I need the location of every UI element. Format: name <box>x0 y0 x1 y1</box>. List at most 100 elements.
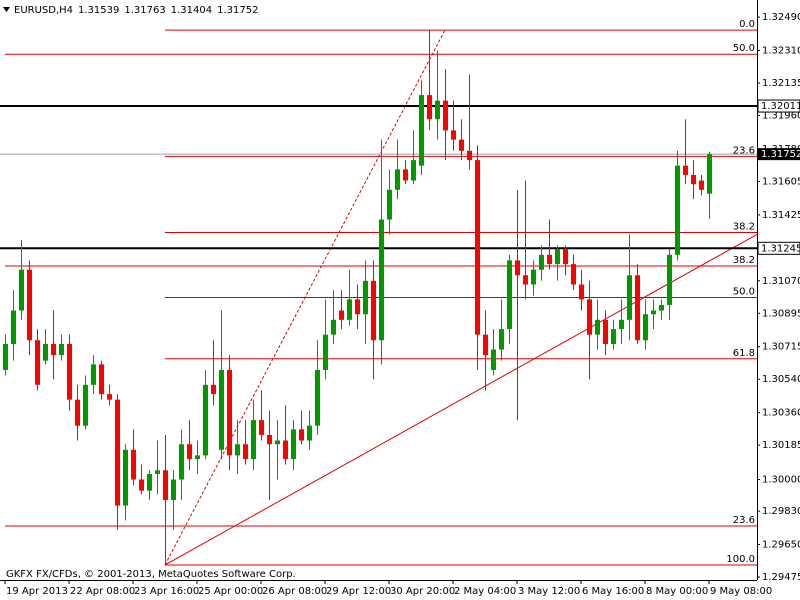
candle-body <box>683 165 688 175</box>
candle-body <box>579 284 584 300</box>
x-tick-label: 29 Apr 12:00 <box>326 586 391 597</box>
candle-body <box>187 444 192 460</box>
y-tick-label: 1.30000 <box>762 475 800 486</box>
candle-body <box>651 310 656 315</box>
candle-body <box>347 299 352 320</box>
candle-body <box>387 189 392 220</box>
fibo-label: 38.2 <box>733 255 755 266</box>
candle-body <box>547 254 552 265</box>
candle-body <box>291 429 296 460</box>
candle-body <box>411 160 416 181</box>
y-tick-label: 1.31605 <box>762 176 800 187</box>
y-tick-label: 1.30360 <box>762 408 800 419</box>
bid-box-label: 1.31752 <box>761 149 800 160</box>
candle-body <box>155 470 160 474</box>
price-box <box>757 241 800 255</box>
candle-body <box>707 154 712 194</box>
candle-body <box>675 165 680 255</box>
price-box <box>757 99 800 113</box>
candle-body <box>283 440 288 460</box>
candle-body <box>27 269 32 341</box>
candle-body <box>115 399 120 506</box>
candle-body <box>75 399 80 426</box>
candle-body <box>299 429 304 441</box>
candle-body <box>307 425 312 441</box>
candle-body <box>491 349 496 370</box>
candle-body <box>11 310 16 344</box>
candle-body <box>275 440 280 445</box>
x-tick-label: 3 May 12:00 <box>518 586 580 597</box>
candle-body <box>323 334 328 370</box>
candle-body <box>659 304 664 311</box>
y-tick-label: 1.30715 <box>762 342 800 353</box>
candle-body <box>107 394 112 400</box>
candle-body <box>43 343 48 361</box>
header-close: 1.31752 <box>217 5 258 16</box>
candle-body <box>259 420 264 435</box>
candle-body <box>443 100 448 131</box>
candle-body <box>83 384 88 426</box>
fibo-label: 0.0 <box>739 19 755 30</box>
x-tick-label: 26 Apr 08:00 <box>262 586 327 597</box>
candle-body <box>507 260 512 330</box>
y-tick-label: 1.30185 <box>762 440 800 451</box>
price-box-label: 1.31245 <box>761 243 800 254</box>
candle-body <box>691 174 696 185</box>
candle-body <box>35 340 40 385</box>
header-high: 1.31763 <box>124 5 165 16</box>
candle-body <box>139 479 144 491</box>
header-open: 1.31539 <box>78 5 119 16</box>
candle-body <box>419 95 424 166</box>
candle-body <box>619 319 624 330</box>
candle-body <box>499 329 504 350</box>
candle-body <box>355 299 360 315</box>
candle-body <box>515 260 520 276</box>
candle-body <box>251 420 256 460</box>
candle-body <box>627 275 632 320</box>
plot-area: 0.0 23.6 38.2 50.0 61.8 100.0 50.0 38.2 23.6 <box>0 19 757 566</box>
candle-body <box>395 169 400 190</box>
candle-body <box>467 150 472 161</box>
candle-body <box>427 95 432 120</box>
candle-body <box>339 310 344 320</box>
x-tick-label: 19 Apr 2013 <box>6 586 68 597</box>
trend-line <box>164 29 446 566</box>
candle-body <box>99 364 104 395</box>
x-tick-label: 8 May 00:00 <box>646 586 708 597</box>
x-tick-label: 9 May 08:00 <box>710 586 772 597</box>
candle-body <box>91 364 96 385</box>
candle-body <box>179 444 184 480</box>
candle-body <box>163 470 168 500</box>
candle-body <box>363 280 368 315</box>
candle-body <box>243 444 248 460</box>
candle-body <box>315 369 320 426</box>
candle-body <box>267 434 272 445</box>
candle-body <box>211 384 216 395</box>
candle-body <box>19 269 24 311</box>
fibo-label: 50.0 <box>733 287 755 298</box>
candle-body <box>699 180 704 190</box>
x-tick-label: 22 Apr 08:00 <box>70 586 135 597</box>
candle-body <box>67 343 72 400</box>
candle-body <box>51 343 56 356</box>
y-tick-label: 1.31425 <box>762 210 800 221</box>
candle-body <box>643 314 648 341</box>
candle-body <box>195 455 200 460</box>
y-tick-label: 1.32490 <box>762 12 800 23</box>
fibo-label: 61.8 <box>733 348 755 359</box>
y-tick-label: 1.29475 <box>762 572 800 583</box>
candle-body <box>539 254 544 270</box>
candle-body <box>459 139 464 151</box>
y-tick-label: 1.30540 <box>762 374 800 385</box>
y-tick-label: 1.31960 <box>762 111 800 122</box>
candle-body <box>203 384 208 456</box>
symbol: EURUSD,H4 <box>14 5 73 16</box>
y-tick-label: 1.29650 <box>762 540 800 551</box>
candle-body <box>59 343 64 356</box>
candle-body <box>523 275 528 285</box>
candle-body <box>571 264 576 285</box>
x-tick-label: 6 May 16:00 <box>582 586 644 597</box>
candle-body <box>595 319 600 335</box>
x-tick-label: 25 Apr 00:00 <box>198 586 263 597</box>
